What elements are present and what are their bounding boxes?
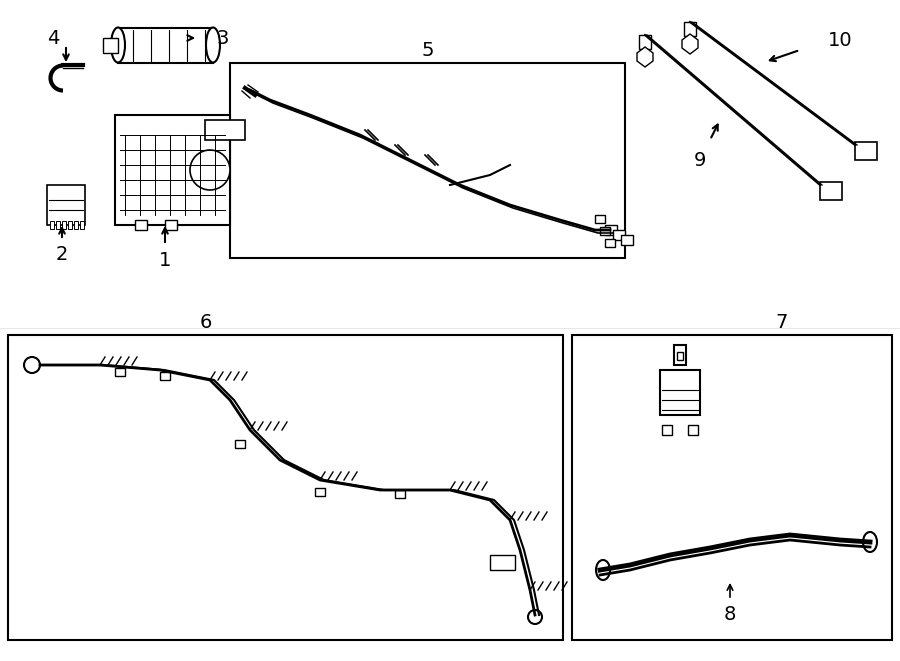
Bar bbox=[605, 239, 615, 247]
Circle shape bbox=[528, 610, 542, 624]
Bar bbox=[230, 63, 625, 258]
Bar bbox=[595, 215, 605, 223]
Bar bbox=[115, 115, 230, 225]
Polygon shape bbox=[637, 47, 653, 67]
Bar bbox=[103, 38, 118, 53]
Circle shape bbox=[190, 150, 230, 190]
Bar bbox=[600, 227, 610, 235]
Polygon shape bbox=[682, 34, 698, 54]
Bar bbox=[47, 185, 85, 225]
Bar bbox=[621, 235, 633, 245]
Bar bbox=[820, 182, 842, 200]
Bar bbox=[572, 335, 892, 640]
Bar bbox=[135, 220, 147, 230]
Ellipse shape bbox=[111, 28, 125, 63]
Bar bbox=[674, 345, 686, 365]
Bar bbox=[50, 221, 54, 229]
Text: 8: 8 bbox=[724, 605, 736, 625]
Text: 6: 6 bbox=[199, 313, 212, 332]
Ellipse shape bbox=[863, 532, 877, 552]
Bar bbox=[677, 352, 683, 360]
Circle shape bbox=[24, 357, 40, 373]
Bar bbox=[62, 221, 66, 229]
Bar bbox=[662, 425, 672, 435]
Text: 1: 1 bbox=[158, 251, 171, 270]
Bar bbox=[80, 221, 84, 229]
Text: 5: 5 bbox=[421, 42, 434, 61]
Ellipse shape bbox=[596, 560, 610, 580]
Bar bbox=[855, 142, 877, 160]
Bar bbox=[235, 440, 245, 448]
Bar bbox=[165, 220, 177, 230]
Bar bbox=[688, 425, 698, 435]
Bar bbox=[56, 221, 60, 229]
Text: 10: 10 bbox=[828, 30, 852, 50]
Bar bbox=[639, 35, 651, 49]
Bar bbox=[684, 22, 696, 36]
Bar bbox=[605, 225, 617, 235]
Text: 4: 4 bbox=[47, 28, 59, 48]
Bar bbox=[115, 368, 125, 376]
Bar bbox=[315, 488, 325, 496]
Ellipse shape bbox=[206, 28, 220, 63]
Bar bbox=[613, 230, 625, 240]
Bar bbox=[395, 490, 405, 498]
Text: 9: 9 bbox=[694, 151, 706, 169]
Bar bbox=[8, 335, 563, 640]
Bar bbox=[160, 372, 170, 380]
Text: 2: 2 bbox=[56, 245, 68, 264]
Text: 3: 3 bbox=[217, 28, 230, 48]
Bar bbox=[68, 221, 72, 229]
Text: 7: 7 bbox=[776, 313, 788, 332]
Bar bbox=[118, 28, 213, 63]
Bar bbox=[490, 555, 515, 570]
Bar bbox=[660, 370, 700, 415]
Polygon shape bbox=[205, 120, 245, 140]
Bar bbox=[74, 221, 78, 229]
